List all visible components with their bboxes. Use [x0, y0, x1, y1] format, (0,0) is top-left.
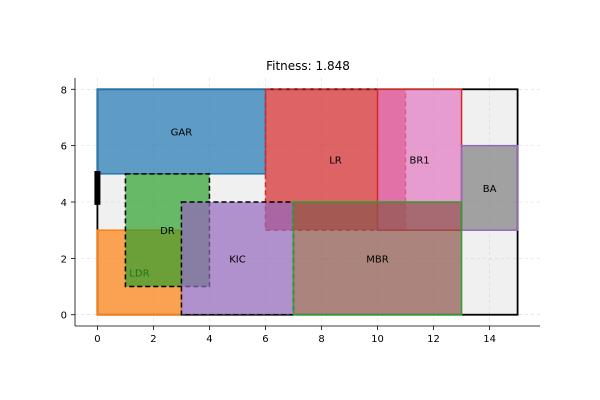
axes: 0 2 4 6 8 10 12 14 0 2 4 6 8 [61, 78, 540, 345]
room-rect [460, 144, 519, 231]
room-label: BR1 [409, 156, 429, 167]
chart-title: Fitness: 1.848 [266, 59, 350, 73]
room-label: KIC [229, 254, 246, 265]
y-tick-label: 0 [61, 311, 67, 322]
x-tick-label: 14 [483, 334, 496, 345]
room-ba: BA [460, 144, 519, 231]
x-tick-label: 4 [206, 334, 212, 345]
y-tick-label: 8 [61, 85, 67, 96]
room-label: MBR [366, 254, 388, 265]
y-tick-label: 6 [61, 142, 67, 153]
plot-area: GARLRBR1BALDRDRKICMBR [75, 78, 540, 326]
room-gar: GAR [96, 88, 267, 175]
y-tick-label: 4 [61, 198, 67, 209]
x-tick-label: 12 [427, 334, 440, 345]
room-kic: KIC [180, 201, 295, 316]
room-label: LR [329, 156, 342, 167]
x-tick-label: 8 [318, 334, 324, 345]
room-label: BA [483, 184, 497, 195]
room-rect [292, 201, 463, 316]
room-rect [180, 201, 295, 316]
room-label: DR [160, 226, 175, 237]
room-label: GAR [171, 128, 193, 139]
x-tick-label: 0 [94, 334, 100, 345]
x-tick-label: 10 [371, 334, 384, 345]
x-tick-label: 6 [262, 334, 268, 345]
y-tick-label: 2 [61, 254, 67, 265]
x-tick-label: 2 [150, 334, 156, 345]
room-mbr: MBR [292, 201, 463, 316]
